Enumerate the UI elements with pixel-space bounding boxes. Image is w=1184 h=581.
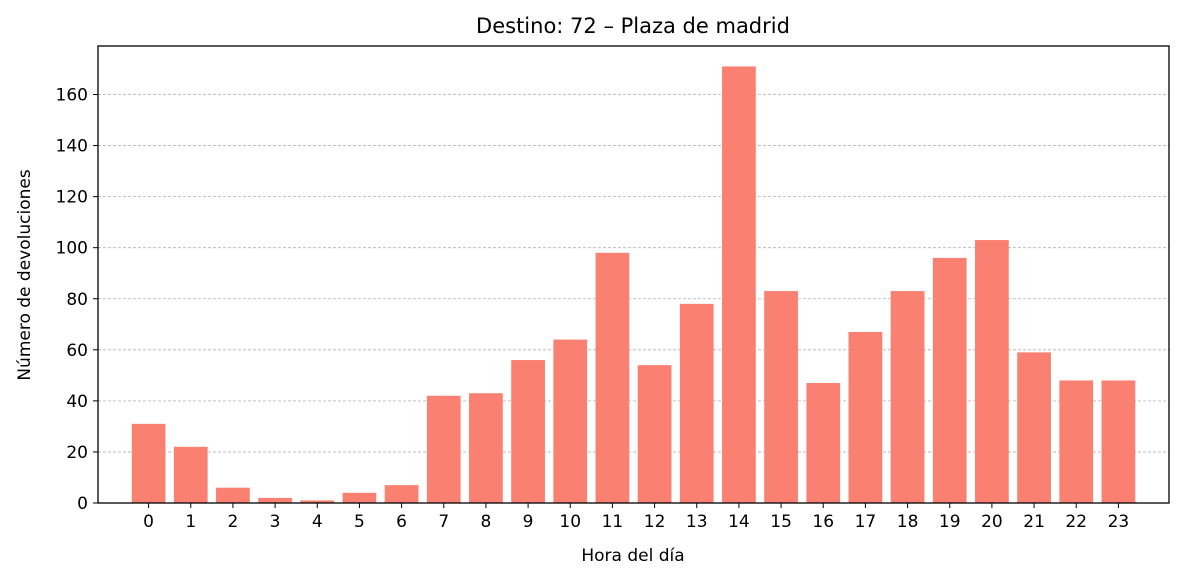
- chart-title: Destino: 72 – Plaza de madrid: [476, 14, 790, 38]
- x-tick-label-1: 1: [185, 512, 196, 532]
- x-tick-label-19: 19: [939, 512, 961, 532]
- y-tick-label-0: 0: [77, 494, 88, 514]
- x-tick-label-0: 0: [143, 512, 154, 532]
- bar-hour-8: [469, 393, 503, 503]
- y-tick-label-140: 140: [56, 137, 88, 157]
- bar-hour-22: [1059, 380, 1094, 503]
- x-tick-label-23: 23: [1108, 512, 1130, 532]
- bar-hour-6: [384, 485, 419, 503]
- x-tick-label-6: 6: [396, 512, 407, 532]
- x-tick-label-12: 12: [644, 512, 666, 532]
- bar-hour-19: [932, 257, 967, 503]
- bar-hour-14: [722, 66, 756, 503]
- bar-hour-16: [806, 383, 841, 503]
- bar-hour-12: [637, 365, 672, 503]
- x-tick-label-17: 17: [855, 512, 877, 532]
- bar-hour-4: [300, 500, 335, 503]
- y-ticks: 0 20 40 60 80 100 120 140 160: [56, 86, 98, 514]
- x-tick-label-10: 10: [559, 512, 581, 532]
- bar-hour-5: [342, 492, 377, 503]
- bar-hour-2: [216, 487, 250, 503]
- y-tick-label-120: 120: [56, 188, 88, 208]
- y-axis-label: Número de devoluciones: [15, 169, 35, 380]
- x-tick-label-7: 7: [438, 512, 449, 532]
- x-axis-label: Hora del día: [581, 546, 684, 566]
- x-tick-label-21: 21: [1023, 512, 1045, 532]
- bar-hour-11: [595, 252, 630, 503]
- y-tick-label-20: 20: [66, 443, 88, 463]
- bar-hour-20: [975, 240, 1009, 504]
- bar-hour-7: [426, 395, 461, 503]
- x-tick-label-8: 8: [481, 512, 492, 532]
- y-tick-label-160: 160: [56, 86, 88, 106]
- x-tick-label-16: 16: [812, 512, 834, 532]
- x-tick-label-18: 18: [897, 512, 919, 532]
- x-tick-label-14: 14: [728, 512, 750, 532]
- x-tick-label-22: 22: [1065, 512, 1087, 532]
- x-tick-label-3: 3: [270, 512, 281, 532]
- bar-hour-18: [890, 291, 925, 503]
- x-tick-label-11: 11: [602, 512, 624, 532]
- bar-hour-3: [258, 497, 292, 503]
- x-tick-label-5: 5: [354, 512, 365, 532]
- bar-hour-23: [1101, 380, 1136, 503]
- y-tick-label-100: 100: [56, 239, 88, 259]
- bar-hour-15: [764, 291, 798, 503]
- x-tick-label-20: 20: [981, 512, 1003, 532]
- bar-hour-10: [553, 339, 588, 503]
- plot-frame: [97, 45, 1170, 504]
- bar-hour-0: [131, 423, 166, 503]
- y-tick-label-40: 40: [66, 392, 88, 412]
- x-tick-label-15: 15: [770, 512, 792, 532]
- x-tick-label-13: 13: [686, 512, 708, 532]
- x-ticks: 0 1 2 3 4 5 6 7 8 9 10 11 12 13 14 15 16 17 18 19 20 21 22 23: [143, 503, 1129, 532]
- bar-hour-21: [1017, 352, 1051, 503]
- bar-hour-9: [511, 360, 545, 503]
- bar-hour-17: [848, 331, 883, 503]
- x-tick-label-9: 9: [523, 512, 534, 532]
- x-tick-label-4: 4: [312, 512, 323, 532]
- bars: [131, 66, 1136, 504]
- x-tick-label-2: 2: [228, 512, 239, 532]
- y-tick-label-60: 60: [66, 341, 88, 361]
- bar-hour-1: [173, 446, 208, 503]
- bar-hour-13: [679, 303, 714, 503]
- y-tick-label-80: 80: [66, 290, 88, 310]
